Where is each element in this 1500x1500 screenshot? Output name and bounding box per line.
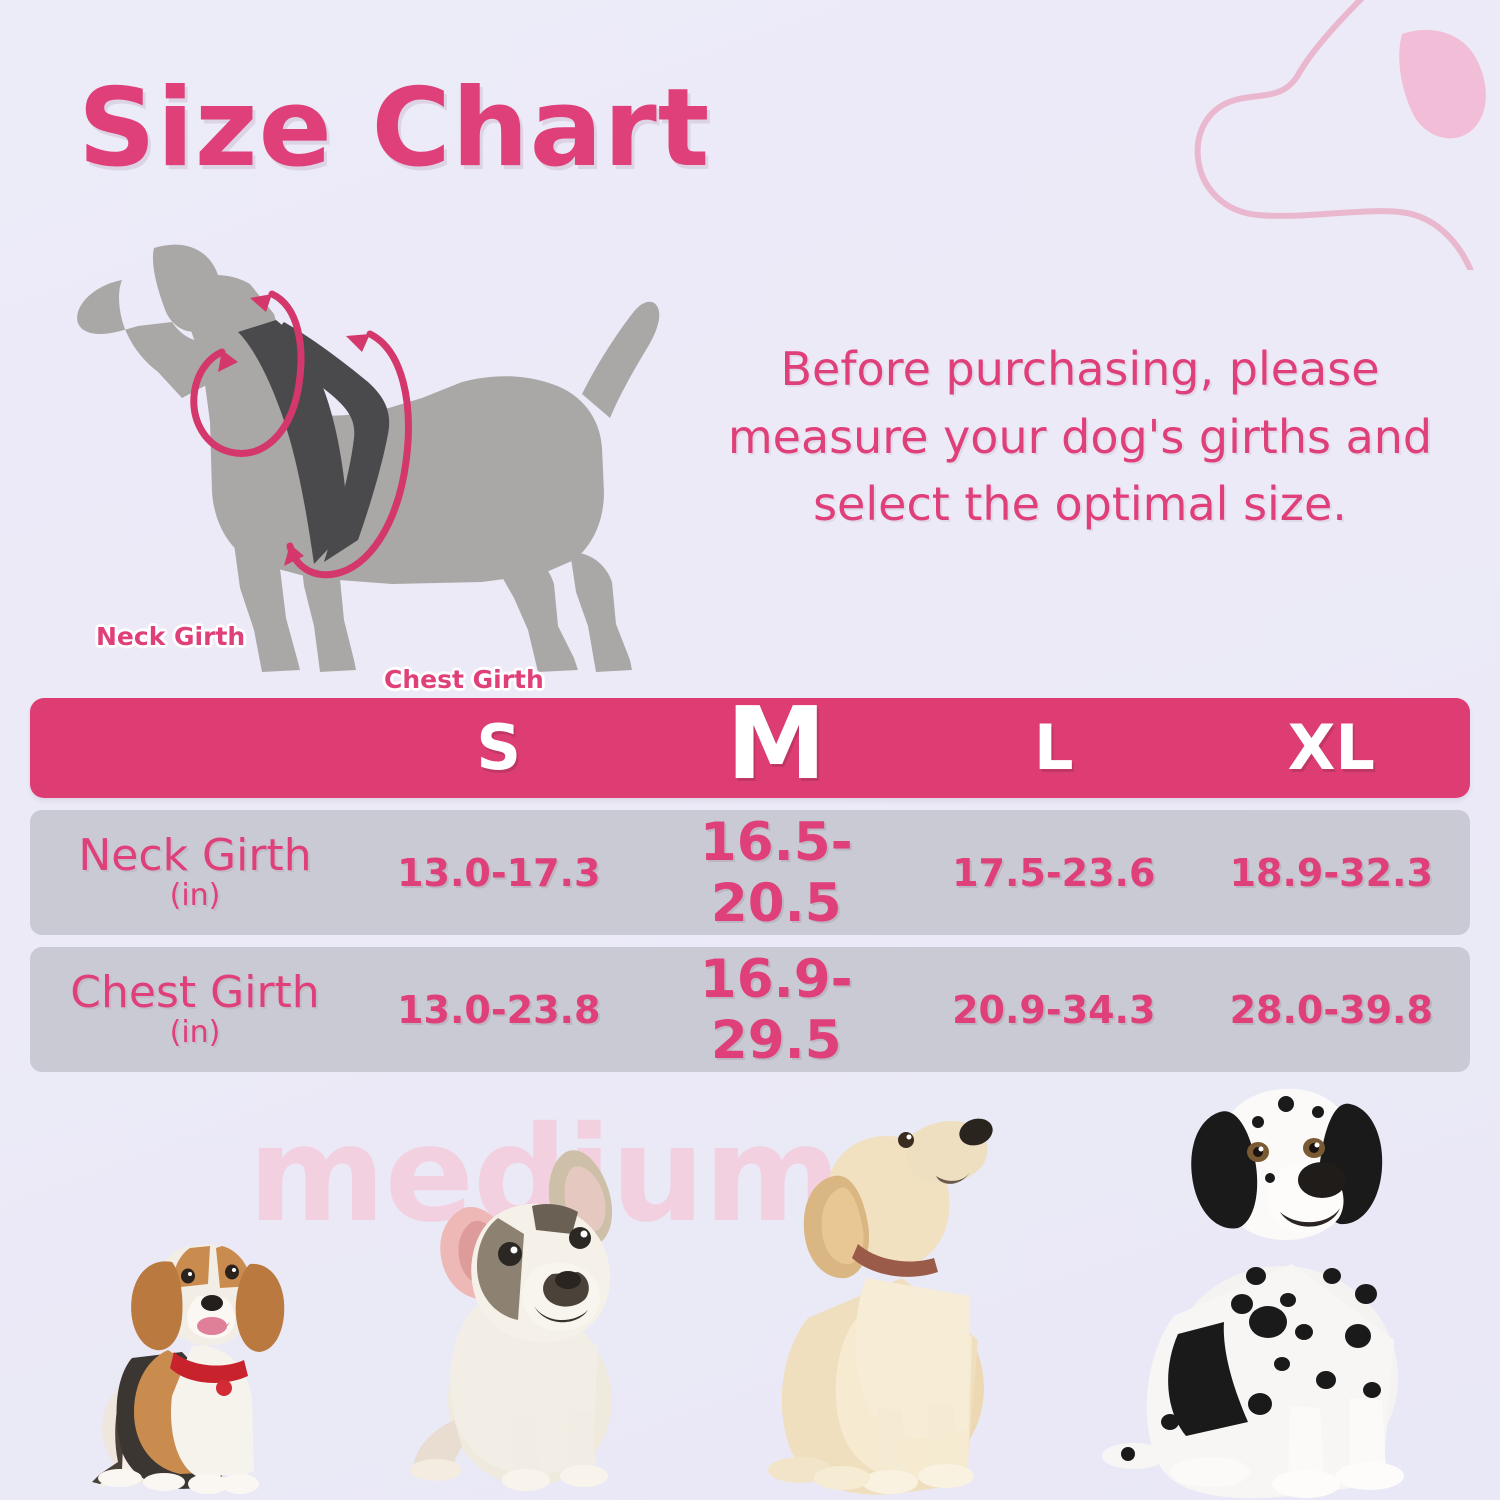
page-title: Size Chart: [78, 66, 711, 191]
chest-girth-s: 13.0-23.8: [397, 987, 601, 1032]
size-header-m: M: [726, 685, 826, 802]
corner-dog-outline-decoration: [1194, 0, 1486, 270]
beagle-photo: [92, 1244, 285, 1494]
neck-girth-xl: 18.9-32.3: [1229, 850, 1433, 895]
chest-girth-diagram-label: Chest Girth: [384, 665, 544, 694]
chest-girth-m: 16.9-29.5: [699, 948, 853, 1071]
dalmatian-photo: [1102, 1088, 1404, 1499]
row-label-chest-girth: Chest Girth (in): [30, 966, 360, 1050]
golden-retriever-photo: [768, 1118, 993, 1495]
chest-girth-l: 20.9-34.3: [952, 987, 1156, 1032]
size-header-xl: XL: [1287, 711, 1375, 784]
instruction-text: Before purchasing, please measure your d…: [727, 342, 1433, 532]
table-row: Neck Girth (in) 13.0-17.3 16.5-20.5 17.5…: [30, 810, 1470, 935]
table-header-row: S M L XL: [30, 694, 1470, 798]
dog-silhouette-svg: [77, 244, 660, 672]
table-row: Chest Girth (in) 13.0-23.8 16.9-29.5 20.…: [30, 947, 1470, 1072]
row-label-unit: (in): [169, 877, 221, 913]
row-label-main: Neck Girth: [78, 829, 312, 881]
measurement-diagram: Neck Girth Chest Girth: [62, 222, 702, 694]
size-header-l: L: [1033, 711, 1074, 784]
size-table: S M L XL Neck Girth (in) 13.0-17.3 16.5-…: [30, 694, 1470, 1072]
row-label-main: Chest Girth: [70, 966, 320, 1018]
dog-photo-strip: [0, 1080, 1500, 1500]
french-bulldog-photo: [410, 1150, 613, 1491]
neck-girth-s: 13.0-17.3: [397, 850, 601, 895]
neck-girth-diagram-label: Neck Girth: [96, 622, 246, 651]
neck-girth-m: 16.5-20.5: [699, 811, 853, 934]
size-header-s: S: [476, 711, 522, 784]
chest-girth-xl: 28.0-39.8: [1229, 987, 1433, 1032]
row-label-unit: (in): [169, 1014, 221, 1050]
row-label-neck-girth: Neck Girth (in): [30, 829, 360, 913]
neck-girth-l: 17.5-23.6: [952, 850, 1156, 895]
